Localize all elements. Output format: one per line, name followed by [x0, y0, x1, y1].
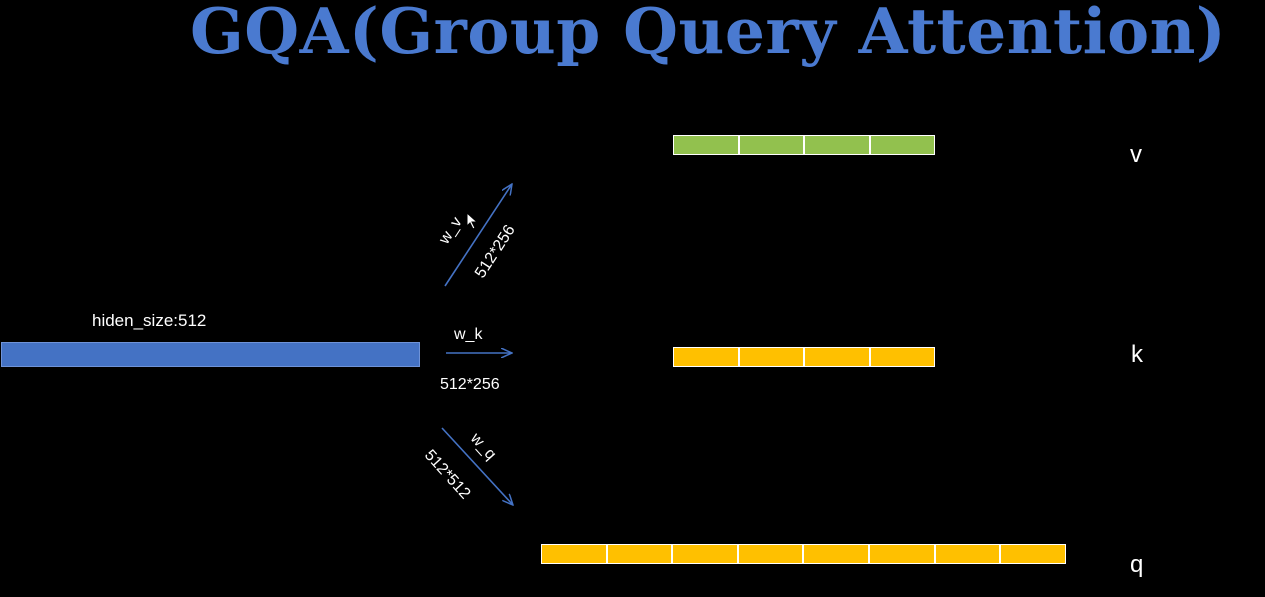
k-segment	[673, 347, 739, 367]
v-segment	[869, 135, 936, 155]
mouse-cursor-icon	[466, 212, 479, 230]
q-label: q	[1130, 551, 1144, 578]
k-segment	[869, 347, 936, 367]
v-segment	[673, 135, 739, 155]
q-segment	[541, 544, 607, 564]
v-segment	[738, 135, 805, 155]
q-segment	[803, 544, 869, 564]
k-segment	[804, 347, 870, 367]
w-k-dims-label: 512*256	[440, 376, 500, 393]
k-projection-bar	[673, 347, 936, 367]
w-v-arrow	[444, 184, 512, 287]
q-segment	[934, 544, 1001, 564]
w-k-label: w_k	[454, 326, 483, 343]
w-q-arrow	[441, 427, 513, 505]
k-segment	[738, 347, 805, 367]
v-segment	[804, 135, 870, 155]
q-segment	[606, 544, 673, 564]
hidden-state-bar	[1, 342, 420, 367]
q-projection-bar	[541, 544, 1066, 564]
page-title: GQA(Group Query Attention)	[190, 0, 1227, 68]
v-projection-bar	[673, 135, 936, 155]
q-segment	[1000, 544, 1066, 564]
k-label: k	[1131, 341, 1143, 368]
hidden-size-label: hiden_size:512	[92, 311, 207, 330]
q-segment	[737, 544, 804, 564]
v-label: v	[1130, 141, 1142, 168]
q-segment	[868, 544, 935, 564]
q-segment	[672, 544, 738, 564]
